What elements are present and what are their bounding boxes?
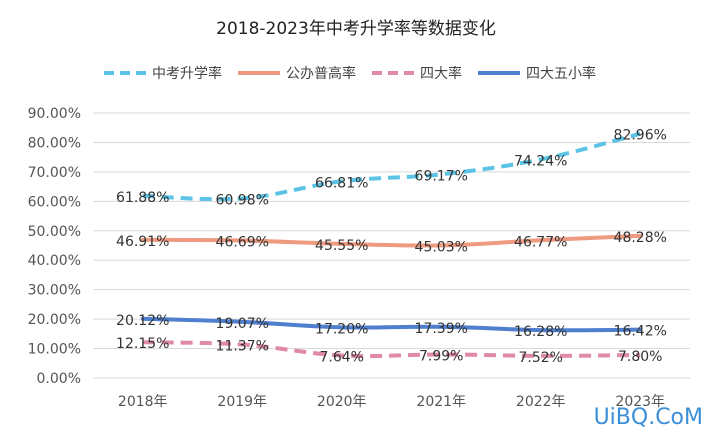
y-tick-label: 0.00% [37, 371, 81, 387]
data-label: 82.96% [614, 128, 667, 144]
x-tick-label: 2019年 [217, 394, 267, 410]
x-tick-label: 2018年 [118, 394, 168, 410]
y-tick-label: 50.00% [28, 224, 81, 240]
data-labels: 61.88% 60.98% 66.81% 69.17% 74.24% 82.96% 46.9… [116, 128, 667, 366]
data-label: 46.91% [116, 234, 169, 250]
data-label: 17.39% [415, 321, 468, 337]
y-tick-label: 70.00% [28, 165, 81, 181]
data-label: 45.03% [415, 239, 468, 255]
data-label: 7.99% [419, 348, 463, 364]
grid [93, 112, 690, 379]
x-tick-label: 2021年 [416, 394, 466, 410]
y-tick-label: 10.00% [28, 342, 81, 358]
data-label: 48.28% [614, 230, 667, 246]
y-axis: 0.00% 10.00% 20.00% 30.00% 40.00% 50.00% 60.00… [28, 106, 81, 387]
legend: 中考升学率 公办普高率 四大率 四大五小率 [104, 65, 596, 82]
y-tick-label: 90.00% [28, 106, 81, 122]
x-tick-label: 2022年 [516, 394, 566, 410]
data-label: 74.24% [514, 153, 567, 169]
legend-label: 中考升学率 [152, 65, 222, 82]
data-label: 7.80% [618, 349, 662, 365]
series-line-3 [142, 340, 641, 359]
data-label: 45.55% [315, 238, 368, 254]
data-label: 16.42% [614, 324, 667, 340]
y-tick-label: 40.00% [28, 253, 81, 269]
data-label: 12.15% [116, 336, 169, 352]
series-line-4 [140, 316, 643, 333]
series-line-2 [140, 233, 643, 248]
x-tick-label: 2020年 [317, 394, 367, 410]
data-label: 7.52% [519, 350, 563, 366]
data-label: 19.07% [216, 316, 269, 332]
x-axis: 2018年 2019年 2020年 2021年 2022年 2023年 [118, 394, 665, 410]
data-label: 69.17% [415, 168, 468, 184]
y-tick-label: 20.00% [28, 312, 81, 328]
chart-title: 2018-2023年中考升学率等数据变化 [216, 19, 496, 39]
data-label: 11.37% [216, 339, 269, 355]
data-label: 46.69% [216, 235, 269, 251]
legend-label: 四大五小率 [526, 65, 596, 82]
y-tick-label: 80.00% [28, 135, 81, 151]
y-tick-label: 30.00% [28, 283, 81, 299]
data-label: 61.88% [116, 190, 169, 206]
legend-label: 公办普高率 [286, 65, 356, 82]
data-label: 17.20% [315, 321, 368, 337]
data-label: 16.28% [514, 324, 567, 340]
x-tick-label: 2023年 [615, 394, 665, 410]
data-label: 60.98% [216, 192, 269, 208]
data-label: 66.81% [315, 175, 368, 191]
watermark: UiBQ.CoM [594, 405, 703, 430]
y-tick-label: 60.00% [28, 194, 81, 210]
series-lines [140, 131, 643, 359]
data-label: 46.77% [514, 234, 567, 250]
data-label: 7.64% [320, 350, 364, 366]
data-label: 20.12% [116, 313, 169, 329]
legend-label: 四大率 [420, 65, 462, 82]
series-line-1 [142, 131, 641, 202]
